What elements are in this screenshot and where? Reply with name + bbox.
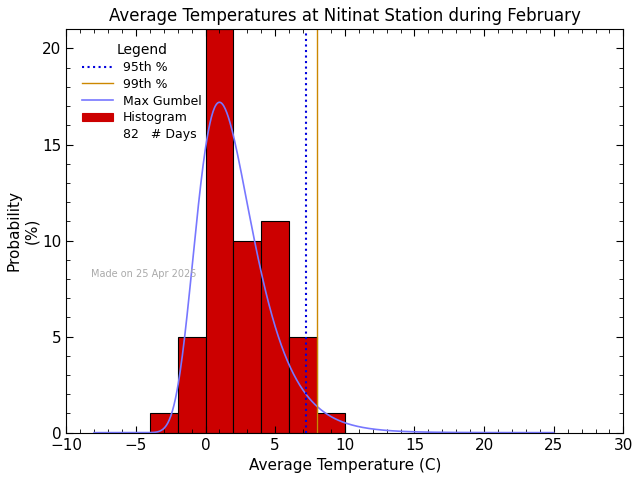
Bar [289, 336, 317, 432]
Y-axis label: Probability
(%): Probability (%) [7, 191, 39, 272]
Text: Made on 25 Apr 2025: Made on 25 Apr 2025 [92, 269, 197, 279]
Bar [205, 29, 234, 432]
Title: Average Temperatures at Nitinat Station during February: Average Temperatures at Nitinat Station … [109, 7, 580, 25]
X-axis label: Average Temperature (C): Average Temperature (C) [248, 458, 441, 473]
Legend: 95th %, 99th %, Max Gumbel, Histogram, 82   # Days: 95th %, 99th %, Max Gumbel, Histogram, 8… [78, 39, 205, 145]
Bar [234, 240, 261, 432]
Bar [178, 336, 205, 432]
Bar [261, 221, 289, 432]
Bar [317, 413, 345, 432]
Bar [150, 413, 178, 432]
